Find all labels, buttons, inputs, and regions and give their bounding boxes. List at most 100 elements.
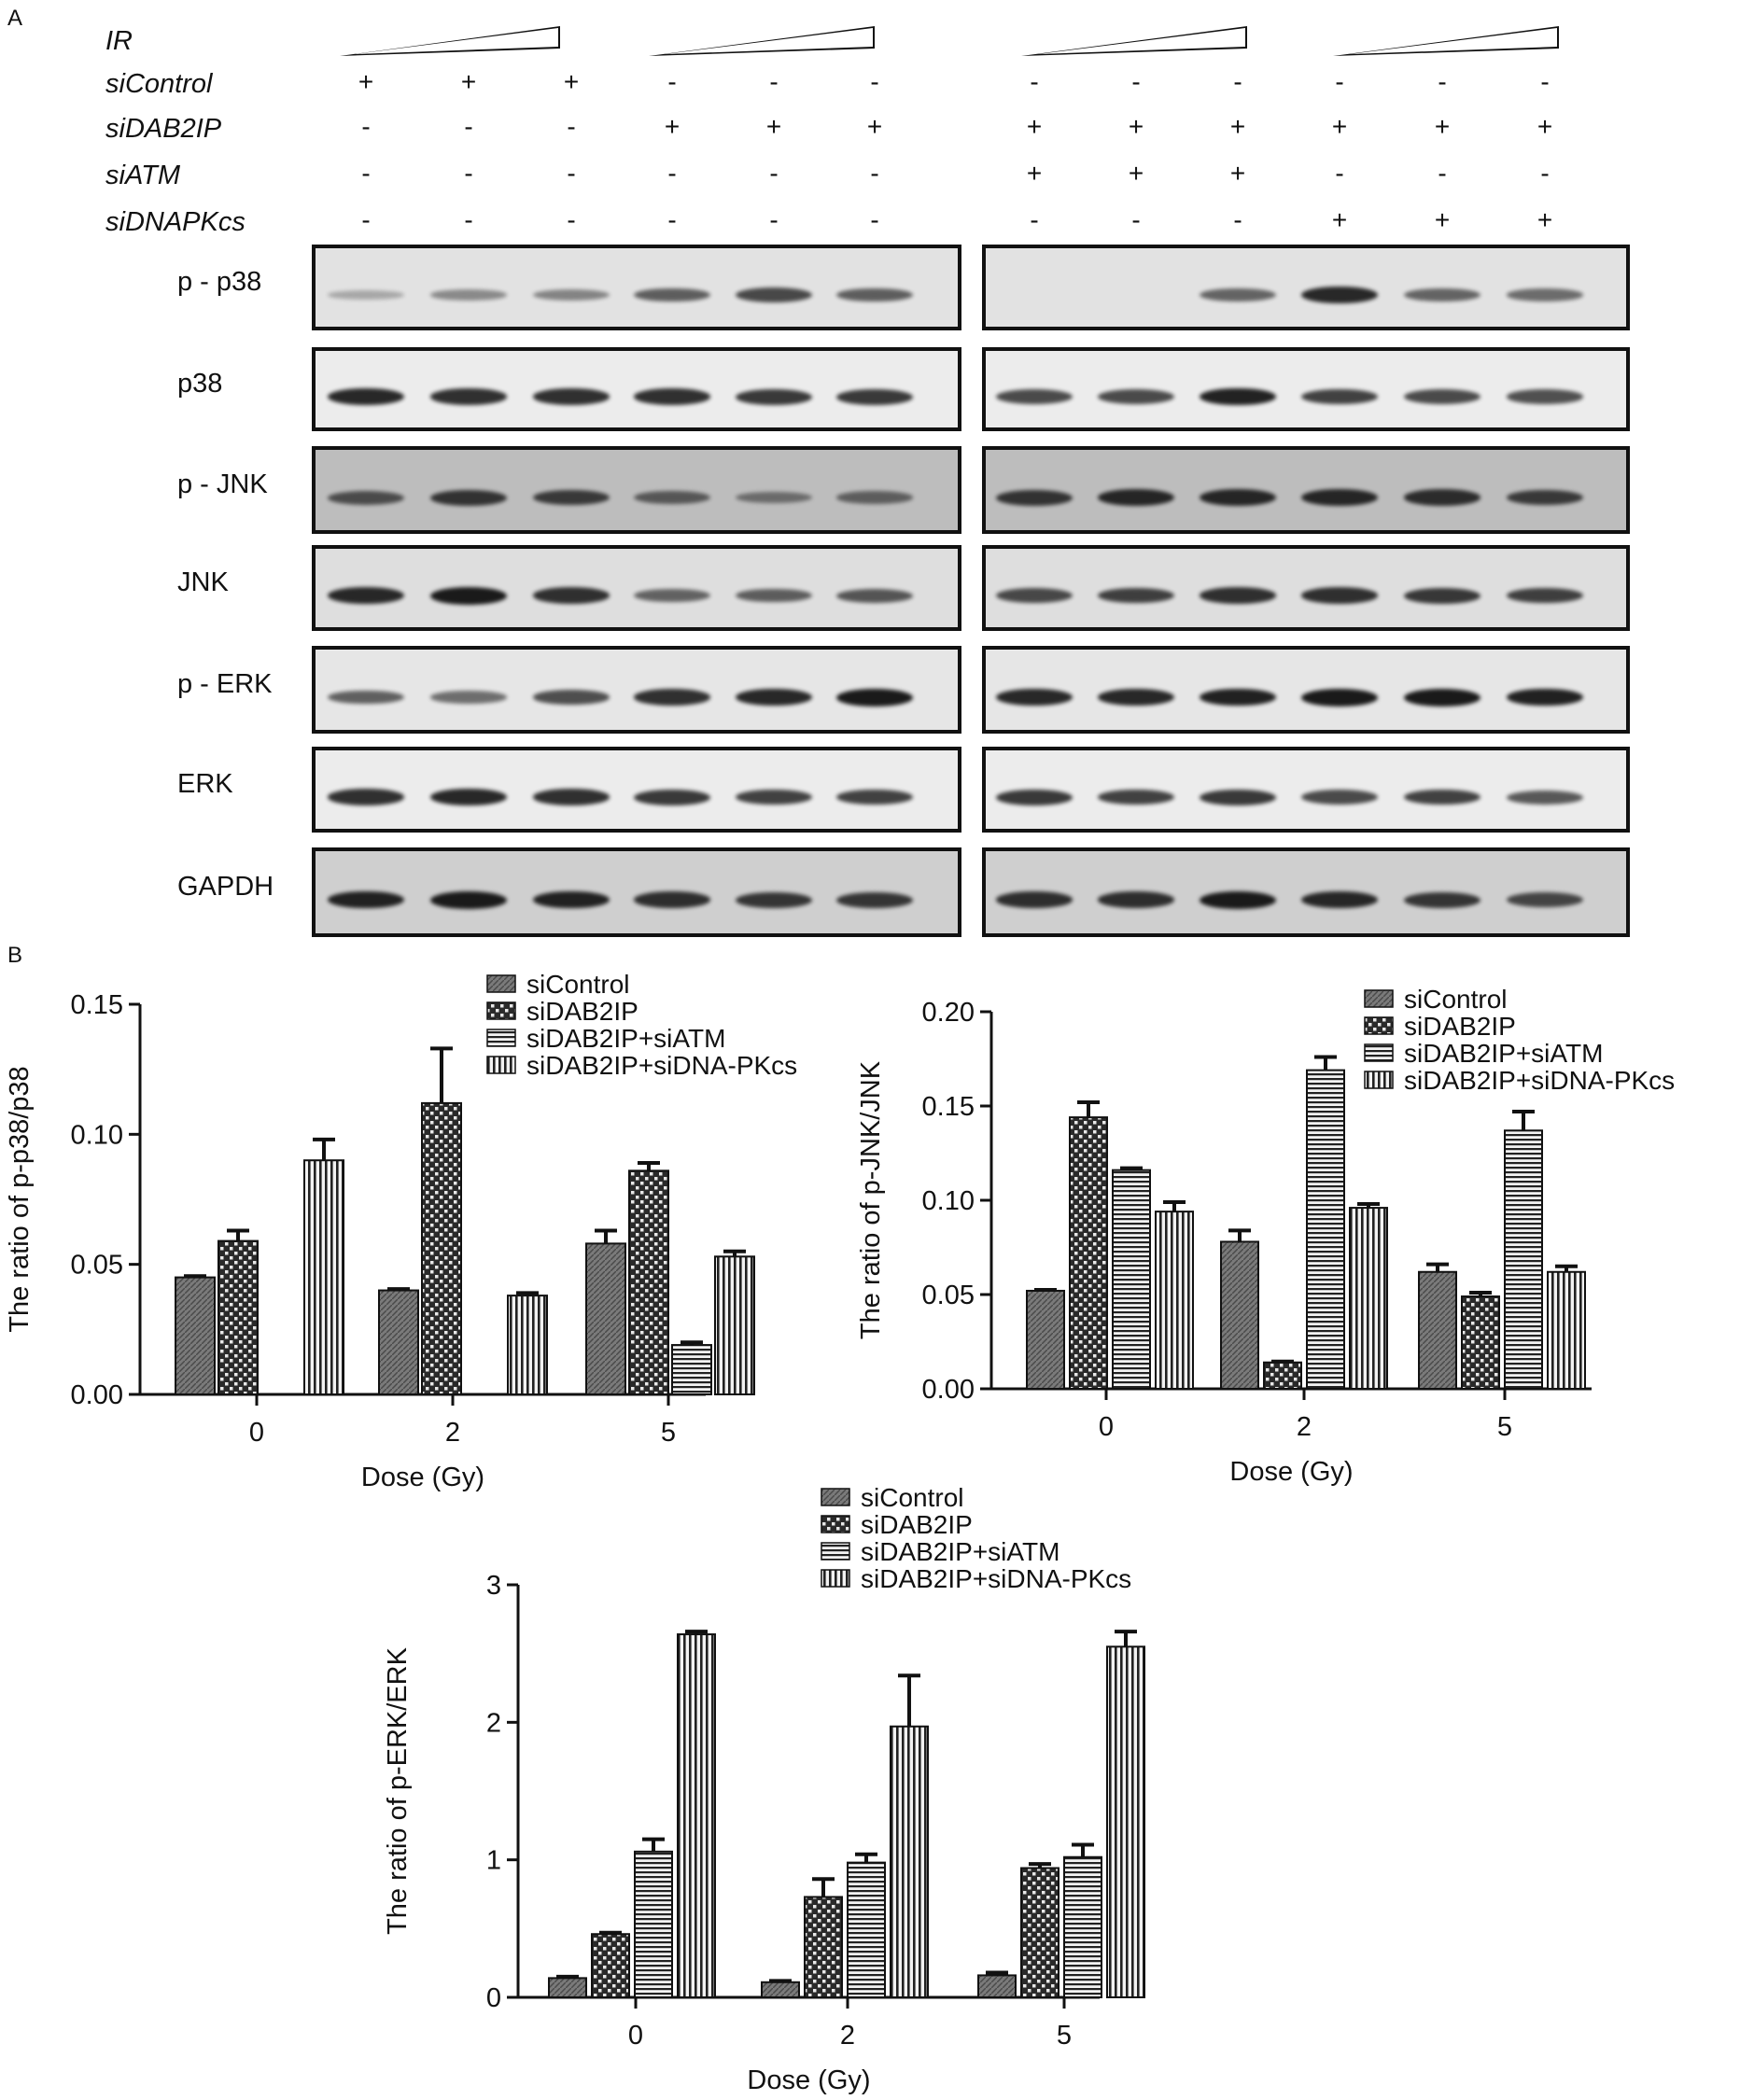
- blot-band: [533, 587, 610, 604]
- bar: [761, 1981, 800, 1998]
- blot-band: [836, 388, 913, 405]
- treatment-mark: -: [361, 159, 371, 188]
- bar: [421, 1101, 462, 1395]
- treatment-mark: -: [667, 67, 677, 96]
- blot-band: [996, 789, 1073, 805]
- bar: [634, 1850, 673, 1998]
- blot-band: [1301, 287, 1378, 303]
- bar: [1069, 1116, 1108, 1390]
- legend-label: siControl: [1404, 985, 1507, 1014]
- blot-band: [328, 789, 404, 805]
- blot-band: [836, 891, 913, 908]
- y-axis-title: The ratio of p-ERK/ERK: [383, 1646, 413, 1934]
- treatment-mark: -: [361, 205, 371, 234]
- treatment-label-sicontrol: siControl: [105, 69, 213, 99]
- blot-band: [1507, 288, 1583, 301]
- treatment-mark: -: [1438, 67, 1447, 96]
- blot-band: [1200, 288, 1276, 301]
- blot-band: [1301, 790, 1378, 805]
- legend-label: siControl: [526, 970, 629, 999]
- bar: [1155, 1211, 1194, 1390]
- treatment-label-sidab2ip: siDAB2IP: [105, 114, 222, 144]
- bar: [585, 1242, 626, 1395]
- blot-row-label: GAPDH: [177, 872, 274, 902]
- y-tick-label: 0.05: [922, 1281, 975, 1310]
- blot-band: [533, 388, 610, 405]
- blot-band: [1098, 489, 1174, 506]
- bar: [1349, 1207, 1388, 1390]
- blot-panel-left: [312, 347, 961, 431]
- blot-band: [1301, 587, 1378, 604]
- treatment-mark: -: [567, 159, 576, 188]
- treatment-mark: -: [1131, 67, 1141, 96]
- y-tick-label: 0.15: [71, 990, 123, 1020]
- treatment-mark: +: [1026, 159, 1043, 188]
- blot-band: [1404, 389, 1480, 404]
- treatment-mark: -: [1438, 159, 1447, 188]
- bar: [1547, 1270, 1586, 1391]
- blot-band: [1200, 688, 1276, 707]
- x-tick-label: 0: [628, 2021, 643, 2051]
- legend-label: siDAB2IP: [861, 1510, 973, 1539]
- treatment-mark: +: [460, 67, 477, 96]
- blot-band: [1404, 789, 1480, 805]
- y-tick-label: 0: [486, 1983, 501, 2013]
- treatment-mark: -: [1030, 67, 1039, 96]
- legend-label: siDAB2IP+siATM: [1404, 1039, 1603, 1068]
- y-axis-title: The ratio of p-JNK/JNK: [856, 1060, 886, 1339]
- treatment-mark: -: [1233, 205, 1242, 234]
- blot-band: [634, 388, 710, 405]
- treatment-mark: -: [464, 112, 473, 141]
- bar: [303, 1159, 344, 1395]
- y-tick-label: 3: [486, 1571, 501, 1601]
- x-tick-label: 5: [1497, 1412, 1512, 1442]
- y-tick-label: 0.15: [922, 1092, 975, 1122]
- blot-band: [736, 287, 812, 302]
- treatment-mark: +: [1537, 112, 1553, 141]
- y-tick-label: 0.05: [71, 1251, 123, 1281]
- treatment-mark: -: [1131, 205, 1141, 234]
- bar: [175, 1276, 216, 1395]
- blot-panel-left: [312, 747, 961, 833]
- blot-band: [1507, 587, 1583, 604]
- blot-panel-left: [312, 646, 961, 734]
- treatment-mark: -: [1335, 67, 1344, 96]
- blot-band: [430, 289, 507, 301]
- blot-panel-left: [312, 847, 961, 937]
- blot-band: [634, 491, 710, 504]
- treatment-mark: -: [464, 205, 473, 234]
- x-tick-label: 0: [249, 1418, 264, 1448]
- bar: [1263, 1361, 1302, 1390]
- treatment-mark: -: [870, 159, 879, 188]
- blot-band: [1404, 891, 1480, 908]
- blot-band: [430, 691, 507, 704]
- blot-band: [634, 589, 710, 602]
- blot-band: [1200, 387, 1276, 406]
- bar: [628, 1169, 669, 1396]
- blot-band: [1507, 489, 1583, 506]
- blot-band: [1200, 789, 1276, 805]
- legend-swatch: [1364, 989, 1394, 1008]
- legend-swatch: [486, 1056, 516, 1074]
- x-tick-label: 2: [445, 1418, 460, 1448]
- treatment-mark: +: [1229, 159, 1246, 188]
- blot-band: [328, 690, 404, 705]
- x-tick-label: 2: [1297, 1412, 1312, 1442]
- treatment-mark: +: [1331, 112, 1348, 141]
- bar: [507, 1295, 548, 1396]
- blot-band: [1098, 389, 1174, 404]
- blot-band: [1507, 688, 1583, 707]
- treatment-mark: -: [769, 159, 779, 188]
- blot-band: [328, 890, 404, 909]
- blot-band: [533, 789, 610, 805]
- legend-label: siDAB2IP+siDNA-PKcs: [861, 1564, 1131, 1593]
- legend-swatch: [486, 974, 516, 993]
- treatment-mark: +: [1128, 112, 1144, 141]
- y-tick-label: 0.00: [71, 1380, 123, 1410]
- blot-panel-right: [982, 245, 1630, 330]
- blot-band: [533, 289, 610, 301]
- legend-label: siDAB2IP+siDNA-PKcs: [526, 1051, 797, 1080]
- legend-swatch: [821, 1488, 850, 1506]
- legend-swatch: [821, 1515, 850, 1533]
